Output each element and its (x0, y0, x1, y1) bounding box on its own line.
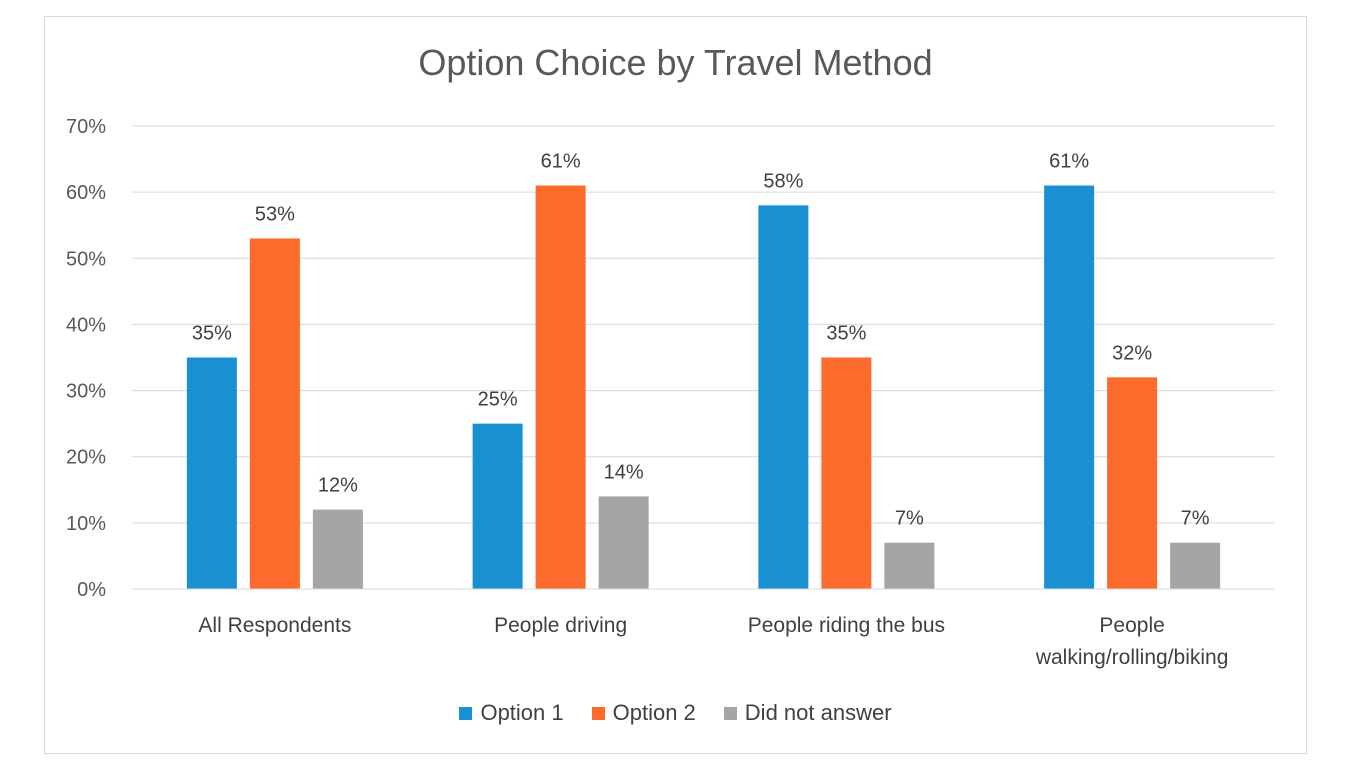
data-label: 32% (1112, 342, 1152, 364)
legend-label: Did not answer (744, 700, 892, 725)
x-tick-label: All Respondents (198, 614, 351, 637)
x-tick-label: People driving (494, 614, 627, 637)
data-label: 35% (192, 323, 232, 345)
data-label: 7% (895, 508, 924, 530)
bar (758, 205, 809, 589)
data-label: 12% (318, 475, 358, 497)
y-tick-label: 10% (66, 513, 106, 535)
y-tick-label: 40% (66, 314, 106, 336)
bar (1107, 377, 1158, 589)
legend-item-option-2[interactable]: Option 2 (591, 700, 696, 726)
bar (249, 238, 300, 589)
data-label: 7% (1181, 508, 1210, 530)
bar (535, 185, 586, 589)
legend-item-option-1[interactable]: Option 1 (459, 700, 564, 726)
data-label: 58% (763, 170, 803, 192)
y-tick-label: 70% (66, 116, 106, 138)
bar (598, 496, 649, 589)
bar (1170, 542, 1221, 589)
bar (186, 357, 237, 589)
chart-title: Option Choice by Travel Method (418, 42, 933, 83)
legend-label: Option 1 (480, 700, 564, 725)
legend: Option 1 Option 2 Did not answer (0, 700, 1351, 726)
y-tick-label: 30% (66, 381, 106, 403)
legend-swatch (459, 706, 473, 720)
legend-label: Option 2 (612, 700, 696, 725)
y-tick-label: 0% (77, 579, 106, 601)
data-label: 61% (1049, 151, 1089, 173)
y-tick-label: 50% (66, 248, 106, 270)
data-label: 53% (255, 203, 295, 225)
y-tick-label: 60% (66, 182, 106, 204)
bar (821, 357, 872, 589)
bar (1044, 185, 1095, 589)
bar (472, 423, 523, 589)
bar (884, 542, 935, 589)
x-tick-label: People (1099, 614, 1164, 637)
data-label: 35% (826, 323, 866, 345)
x-tick-label: People riding the bus (748, 614, 945, 637)
data-label: 61% (541, 151, 581, 173)
legend-swatch (723, 706, 737, 720)
legend-item-did-not-answer[interactable]: Did not answer (723, 700, 892, 726)
data-label: 25% (478, 389, 518, 411)
data-label: 14% (604, 461, 644, 483)
x-tick-label: walking/rolling/biking (1035, 646, 1229, 669)
bar (312, 509, 363, 589)
y-tick-label: 20% (66, 447, 106, 469)
legend-swatch (591, 706, 605, 720)
